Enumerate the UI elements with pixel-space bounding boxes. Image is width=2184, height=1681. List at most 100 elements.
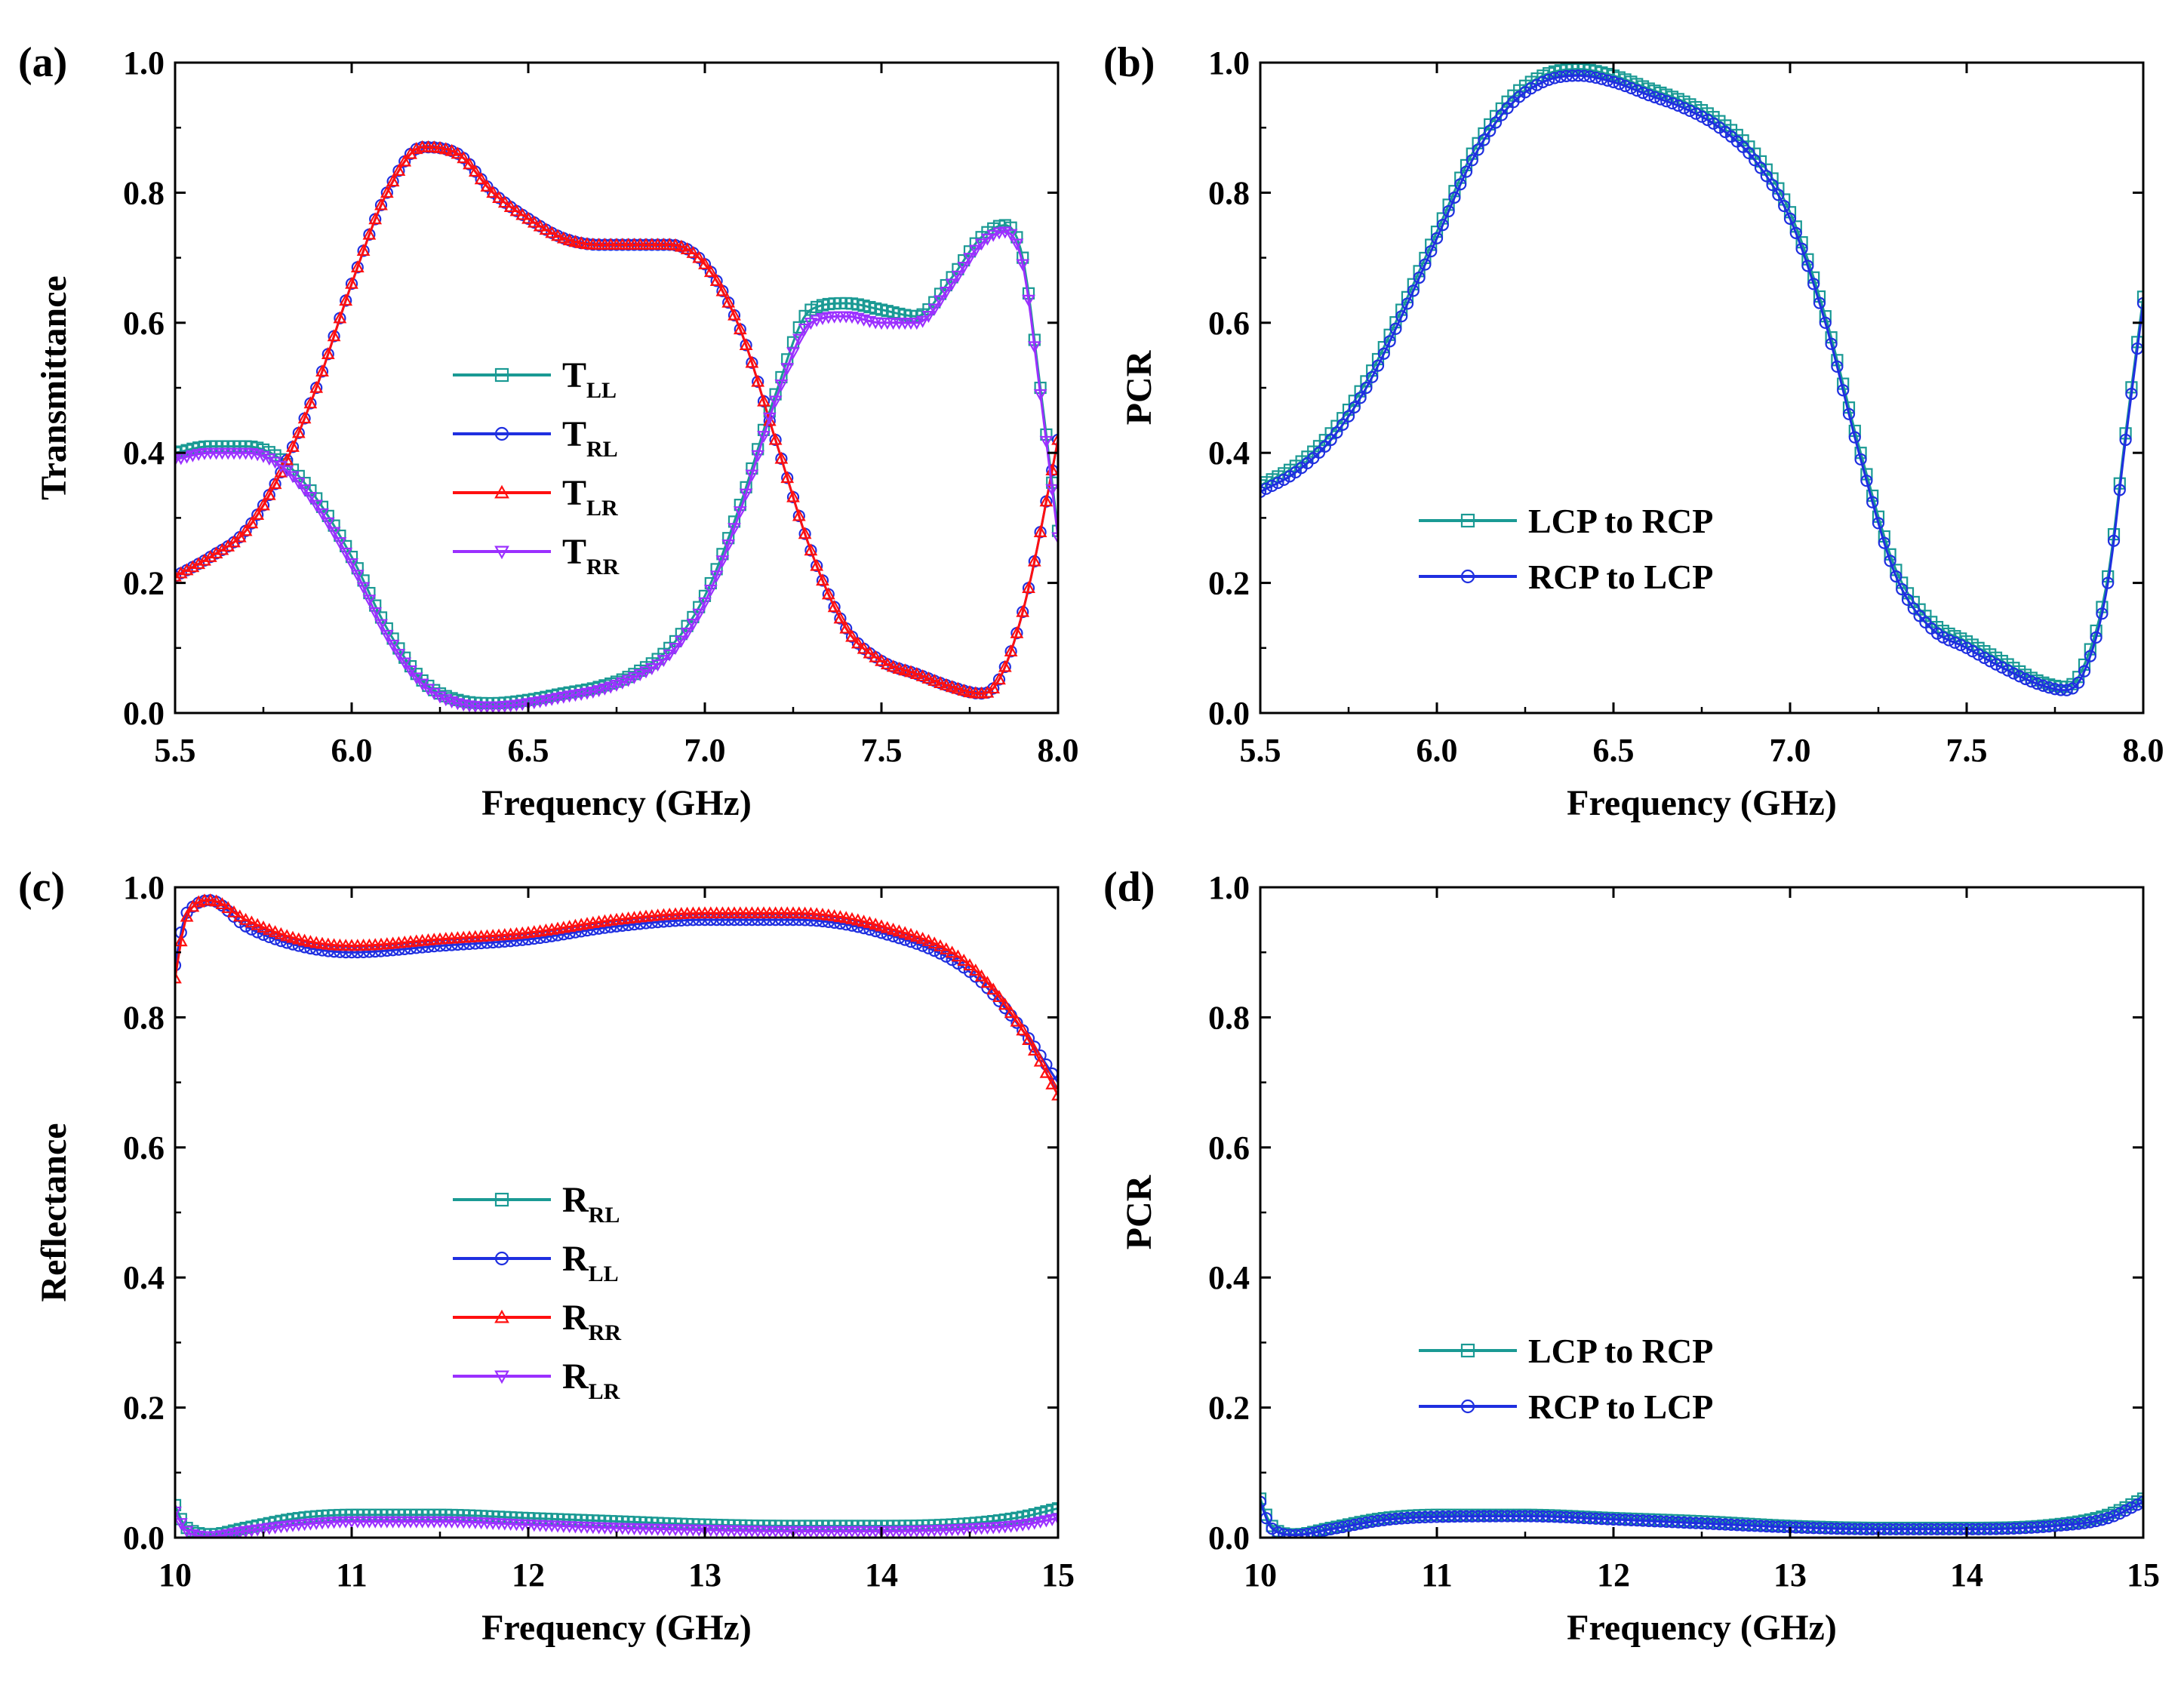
data-point [869,650,883,662]
x-tick-label: 7.0 [684,732,726,769]
series-line [175,230,1058,708]
legend-subscript: RL [589,1203,620,1228]
data-point [1966,645,1979,658]
y-tick-label: 0.2 [1208,565,1250,602]
data-point [2043,681,2056,694]
data-point [804,914,817,927]
data-point [833,910,847,923]
data-point [215,542,229,555]
data-point [693,914,706,927]
data-point [268,1522,282,1535]
data-point [1607,75,1620,88]
data-point [2031,1521,2044,1534]
data-point [733,322,747,335]
data-point [1324,433,1337,447]
data-point [945,680,959,693]
y-tick-label: 0.4 [123,1259,165,1296]
data-point [1654,93,1667,106]
data-point [1989,1523,2003,1535]
x-tick-label: 8.0 [1038,732,1079,769]
data-point [209,894,223,907]
y-tick-label: 0.2 [123,1390,165,1427]
x-axis-label: Frequency (GHz) [1567,783,1837,823]
data-point [915,931,930,944]
data-point [1010,238,1024,251]
data-point [1936,631,1949,644]
data-point [727,913,741,927]
x-tick-label: 10 [1244,1557,1277,1593]
data-point [1907,602,1920,615]
data-point [468,164,482,177]
data-point [1307,1526,1320,1538]
data-point [715,555,730,568]
data-point [804,318,818,330]
data-point [703,584,718,597]
data-point [757,913,771,927]
data-point [769,913,782,927]
data-point [575,925,588,938]
data-point [427,687,441,700]
data-point [291,426,306,438]
data-point [1383,335,1396,348]
data-point [374,619,388,632]
data-point [1507,1510,1520,1523]
data-point [1548,1510,1561,1523]
data-point [297,411,312,424]
data-point [1484,124,1497,137]
data-point [663,649,677,662]
data-point [386,944,399,957]
data-point [2107,534,2121,547]
legend-subscript: LL [586,378,617,403]
data-point [951,270,965,283]
data-point [904,665,918,678]
data-point [998,997,1012,1010]
data-point [934,675,947,688]
data-point [1660,95,1673,108]
data-point [280,929,294,942]
data-point [1354,392,1367,404]
data-point [1495,1510,1508,1523]
data-point [1295,1529,1308,1538]
x-tick-label: 11 [336,1557,368,1593]
data-point [715,284,730,297]
data-point [1736,1519,1749,1532]
y-axis-label: PCR [1119,349,1159,425]
data-point [1690,1517,1703,1529]
data-point [192,557,206,570]
data-point [175,1506,182,1519]
data-point [1801,260,1814,272]
data-point [892,662,906,674]
x-tick-label: 12 [1597,1557,1630,1593]
data-point [974,238,989,251]
data-point [303,396,318,409]
data-point [657,915,670,928]
data-point [515,207,530,220]
data-point [2136,1492,2143,1505]
data-point [816,914,829,928]
data-point [1631,84,1644,97]
data-point [875,919,888,932]
data-point [580,687,594,700]
data-point [1648,91,1661,103]
legend-marker [494,1370,509,1384]
data-point [1949,636,1961,649]
data-point [739,488,753,501]
data-point [1460,1510,1473,1523]
data-point [751,450,765,463]
y-tick-label: 0.8 [123,999,165,1036]
data-point [1749,154,1761,167]
data-point [1619,1514,1632,1526]
data-point [1866,1523,1879,1535]
series-RLR [175,1506,1058,1538]
legend-label: RCP to LCP [1528,1388,1713,1426]
data-point [350,570,365,582]
data-point [1701,1517,1714,1530]
series-RCP-to-LCP [1260,1495,2143,1538]
data-point [651,659,665,672]
data-point [1724,1518,1738,1531]
data-point [480,179,494,192]
data-point [1778,199,1791,213]
legend-marker [1460,1343,1475,1358]
x-tick-label: 10 [158,1557,192,1593]
